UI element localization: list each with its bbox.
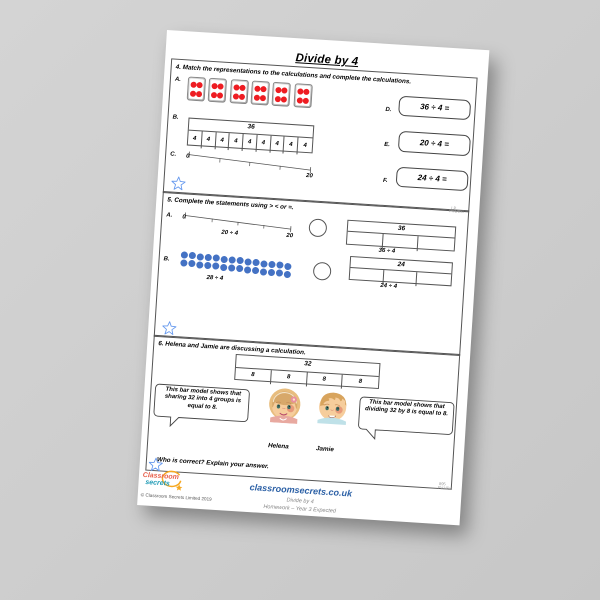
svg-text:secrets: secrets [145,479,170,488]
